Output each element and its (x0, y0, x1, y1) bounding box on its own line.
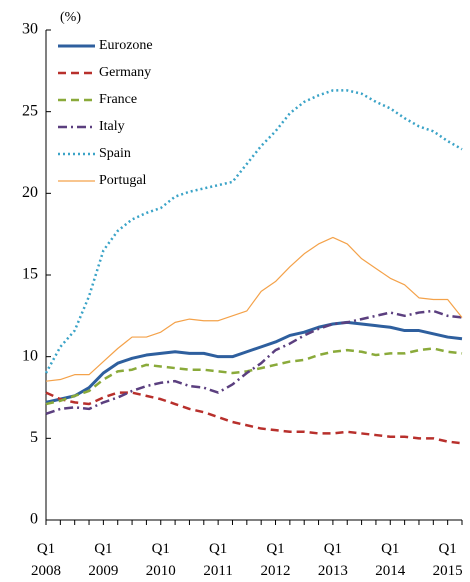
x-tick-label: Q1 2012 (260, 541, 291, 579)
x-tick-label: Q1 2008 (31, 541, 61, 579)
y-tick-label: 0 (30, 511, 38, 528)
y-tick-label: 25 (22, 102, 38, 119)
y-tick-label: 15 (22, 266, 38, 283)
x-tick-label: Q1 2013 (317, 541, 348, 579)
legend-label: Germany (99, 65, 151, 80)
legend-label: Spain (99, 146, 131, 161)
legend-label: Portugal (99, 173, 147, 188)
y-tick-label: 20 (22, 184, 38, 201)
series-line (45, 236, 463, 382)
y-tick-label: 10 (22, 347, 38, 364)
legend-label: Italy (99, 119, 125, 134)
y-tick-label: 5 (30, 429, 38, 446)
x-tick-label: Q1 2009 (88, 541, 119, 579)
y-axis-label: (%) (60, 10, 81, 25)
legend-label: Eurozone (99, 38, 153, 53)
y-tick-label: 30 (22, 21, 38, 38)
x-tick-label: Q1 2015 (432, 541, 463, 579)
series-line (45, 309, 463, 416)
series-line (44, 89, 463, 374)
x-tick-label: Q1 2010 (145, 541, 176, 579)
legend-label: France (99, 92, 137, 107)
x-tick-label: Q1 2014 (375, 541, 406, 579)
series-line (45, 320, 463, 404)
x-tick-label: Q1 2011 (203, 541, 233, 579)
series-line (45, 391, 463, 445)
